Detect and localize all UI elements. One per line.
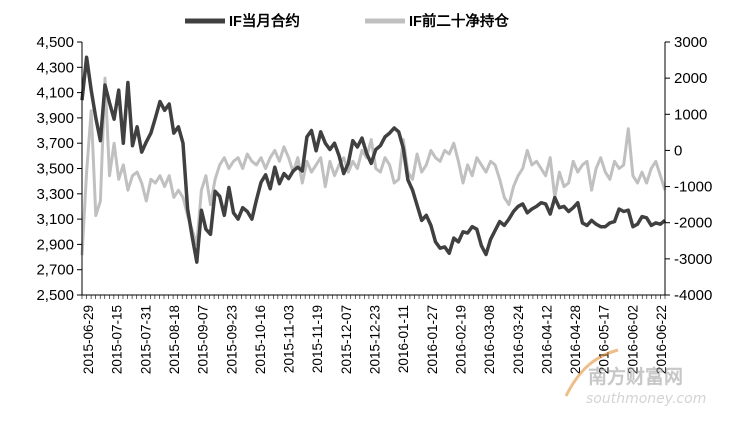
left-tick-label: 3,700 [36, 135, 74, 152]
x-tick-label: 2016-04-12 [539, 305, 554, 374]
x-tick-label: 2016-05-17 [597, 305, 612, 374]
right-tick-label: 2000 [674, 70, 707, 87]
x-tick-label: 2015-12-07 [339, 305, 354, 374]
left-tick-label: 3,100 [36, 211, 74, 228]
x-tick-label: 2015-09-23 [224, 305, 239, 374]
right-tick-label: -3000 [674, 251, 712, 268]
x-tick-label: 2015-07-31 [138, 305, 153, 374]
x-tick-label: 2016-01-11 [396, 305, 411, 373]
x-tick-label: 2016-02-19 [453, 305, 468, 374]
watermark-logo: 南方财富网 southmoney.com [564, 348, 706, 407]
x-tick-label: 2015-10-16 [253, 305, 268, 374]
x-tick-label: 2015-11-03 [282, 305, 297, 373]
left-tick-label: 2,900 [36, 236, 74, 253]
right-tick-label: 3000 [674, 34, 707, 51]
x-tick-label: 2016-03-24 [511, 305, 526, 375]
legend: IF当月合约 IF前二十净持仓 [185, 12, 509, 30]
left-tick-label: 2,500 [36, 287, 74, 304]
left-y-axis: 2,500 2,700 2,900 3,100 3,300 3,500 3,700 3,900… [36, 34, 83, 304]
left-tick-label: 4,300 [36, 59, 74, 76]
left-tick-label: 4,100 [36, 85, 74, 102]
right-tick-label: 1000 [674, 106, 707, 123]
left-tick-label: 2,700 [36, 262, 74, 279]
left-tick-label: 3,300 [36, 186, 74, 203]
x-tick-label: 2016-03-08 [482, 305, 497, 374]
legend-label-net-position: IF前二十净持仓 [409, 12, 509, 30]
left-tick-label: 3,500 [36, 161, 74, 178]
x-tick-label: 2016-01-27 [425, 305, 440, 374]
right-tick-label: -4000 [674, 287, 712, 304]
x-tick-label: 2015-09-07 [196, 305, 211, 374]
x-tick-label: 2015-12-23 [368, 305, 383, 374]
plot-area [80, 55, 667, 264]
x-tick-label: 2016-04-28 [568, 305, 583, 374]
x-tick-label: 2015-06-29 [81, 305, 96, 374]
watermark-text: 南方财富网 [588, 365, 683, 388]
watermark-swoosh-icon [564, 348, 619, 397]
x-tick-label: 2016-06-22 [654, 305, 669, 374]
left-tick-label: 4,500 [36, 34, 74, 51]
x-tick-label: 2015-08-18 [167, 305, 182, 374]
series-line-if-contract [80, 55, 667, 264]
x-tick-label: 2015-11-19 [310, 305, 325, 373]
x-tick-label: 2015-07-15 [110, 305, 125, 374]
right-tick-label: 0 [674, 142, 682, 159]
right-tick-label: -1000 [674, 179, 712, 196]
left-tick-label: 3,900 [36, 110, 74, 127]
watermark-url: southmoney.com [586, 391, 706, 407]
x-axis: 2015-06-29 2015-07-15 2015-07-31 2015-08-18… [81, 294, 669, 375]
x-tick-label: 2016-06-02 [625, 305, 640, 374]
right-tick-label: -2000 [674, 215, 712, 232]
legend-label-if-contract: IF当月合约 [229, 12, 300, 30]
right-y-axis: -4000 -3000 -2000 -1000 0 1000 2000 3000 [664, 34, 712, 304]
